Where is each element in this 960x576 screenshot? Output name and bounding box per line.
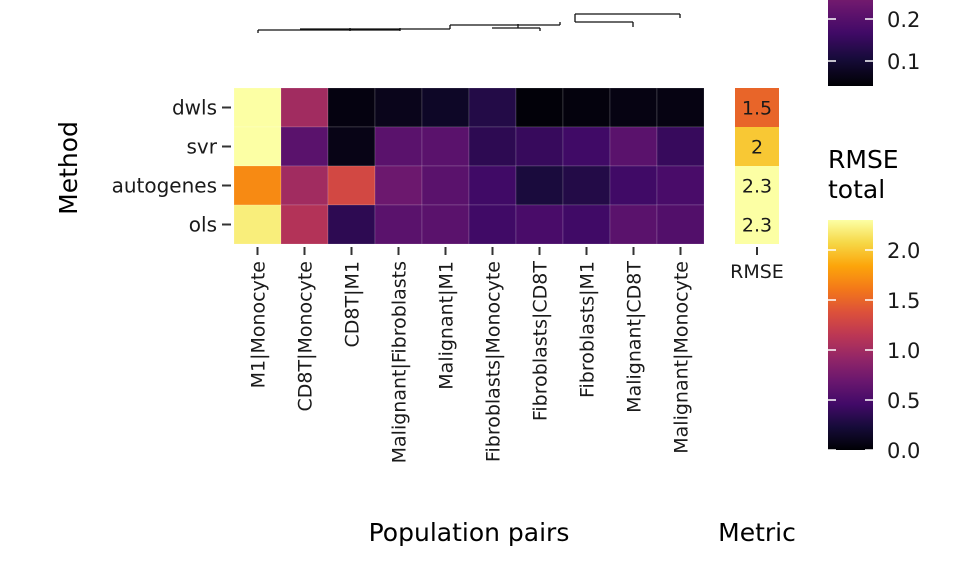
column-label: Fibroblasts|CD8T (530, 261, 552, 422)
metric-value-label: 2 (751, 137, 763, 159)
heatmap-cell (280, 165, 329, 206)
heatmap-cell (562, 126, 611, 167)
metric-axis-title: Metric (718, 518, 796, 547)
heatmap-cell (656, 126, 705, 167)
legend-tick-label: 0.2 (887, 8, 920, 32)
metric-column-label: RMSE (730, 261, 784, 283)
heatmap-cell (233, 87, 282, 128)
legend-title-line2: total (828, 175, 885, 204)
heatmap-cell (374, 165, 423, 206)
metric-cell (735, 166, 779, 205)
metric-value-label: 1.5 (742, 98, 772, 120)
heatmap-cell (233, 204, 282, 245)
heatmap-cell (656, 165, 705, 206)
column-label: M1|Monocyte (248, 261, 270, 388)
heatmap-cell (280, 87, 329, 128)
heatmap-cell (609, 87, 658, 128)
heatmap-cell (327, 87, 376, 128)
heatmap-cell (327, 165, 376, 206)
heatmap-cell (562, 204, 611, 245)
heatmap-cell (374, 126, 423, 167)
legend-tick-label: 1.5 (887, 289, 920, 313)
heatmap-cell (421, 204, 470, 245)
column-labels: M1|Monocyte CD8T|Monocyte CD8T|M1 Malignant… (248, 247, 693, 463)
row-label: autogenes (112, 174, 217, 198)
row-label: dwls (172, 96, 217, 120)
heatmap-cell (421, 165, 470, 206)
column-label: Malignant|Monocyte (671, 261, 693, 454)
heatmap-cell (609, 126, 658, 167)
metric-cell (735, 88, 779, 127)
heatmap-cell (280, 204, 329, 245)
legend-tick-label: 0.0 (887, 439, 920, 463)
metric-cell (735, 127, 779, 166)
heatmap-cell (233, 165, 282, 206)
heatmap-cell (280, 126, 329, 167)
column-label: Malignant|Fibroblasts (389, 261, 411, 463)
column-label: Fibroblasts|Monocyte (483, 261, 505, 462)
metric-value-label: 2.3 (742, 176, 772, 198)
column-label: Malignant|M1 (436, 261, 458, 390)
legend-pairs: 0.1 0.2 (828, 0, 920, 86)
column-dendrogram (257, 13, 681, 33)
column-label: CD8T|Monocyte (295, 261, 317, 412)
heatmap-cell (468, 165, 517, 206)
heatmap-cell (374, 204, 423, 245)
heatmap-cell (562, 165, 611, 206)
heatmap-cell (468, 204, 517, 245)
heatmap-panel (233, 87, 705, 245)
heatmap-cell (515, 126, 564, 167)
heatmap-cell (327, 204, 376, 245)
metric-cell (735, 205, 779, 244)
heatmap-cell (609, 165, 658, 206)
heatmap-cell (515, 87, 564, 128)
legend-colorbar (828, 0, 873, 86)
heatmap-cell (327, 126, 376, 167)
heatmap-cell (656, 204, 705, 245)
metric-value-label: 2.3 (742, 215, 772, 237)
heatmap-cell (233, 126, 282, 167)
heatmap-cell (468, 126, 517, 167)
heatmap-cell (421, 87, 470, 128)
heatmap-cell (515, 204, 564, 245)
column-label: Malignant|CD8T (624, 261, 646, 413)
heatmap-cell (421, 126, 470, 167)
legend-title-line1: RMSE (828, 145, 899, 174)
metric-panel: 1.5 2 2.3 2.3 RMSE (730, 88, 784, 283)
heatmap-cell (562, 87, 611, 128)
x-axis-title: Population pairs (369, 518, 570, 547)
y-axis-title: Method (54, 121, 83, 215)
legend-tick-label: 1.0 (887, 339, 920, 363)
heatmap-cell (656, 87, 705, 128)
legend-tick-label: 2.0 (887, 239, 920, 263)
heatmap-cell (515, 165, 564, 206)
legend-tick-label: 0.5 (887, 389, 920, 413)
row-labels: dwls svr autogenes ols (112, 96, 231, 237)
heatmap-cell (374, 87, 423, 128)
row-label: ols (189, 213, 217, 237)
heatmap-cell (609, 204, 658, 245)
legend-rmse-total: RMSE total 0.0 0.5 1.0 1.5 2.0 (828, 145, 920, 463)
heatmap-cell (468, 87, 517, 128)
column-label: CD8T|M1 (342, 261, 364, 347)
legend-colorbar (828, 220, 873, 450)
row-label: svr (187, 135, 218, 159)
legend-tick-label: 0.1 (887, 50, 920, 74)
column-label: Fibroblasts|M1 (577, 261, 599, 398)
